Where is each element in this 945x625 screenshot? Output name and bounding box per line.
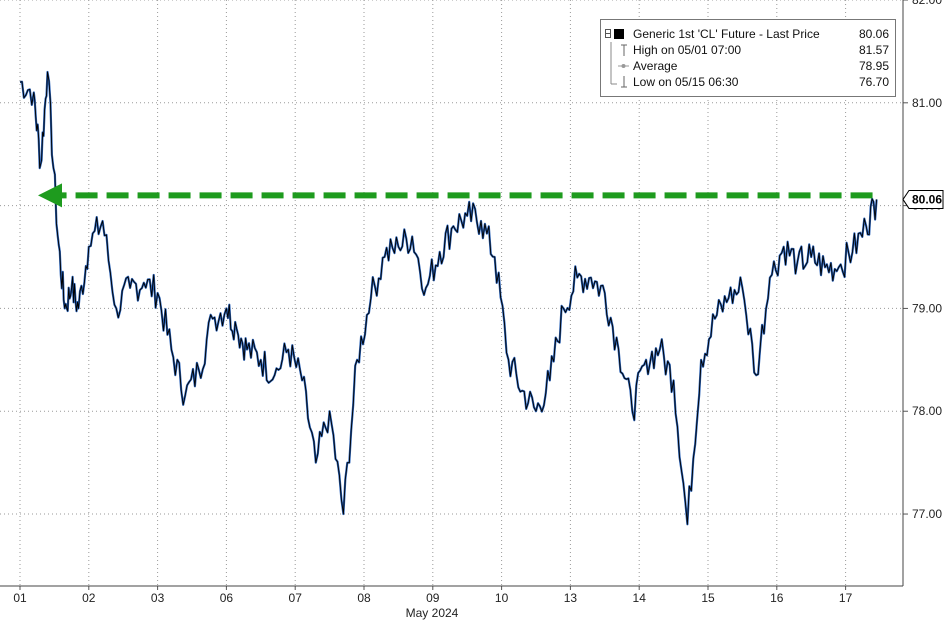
- y-tick-label: 81.00: [912, 96, 942, 110]
- y-tick-label: 82.00: [912, 0, 942, 7]
- series-swatch-icon: [605, 26, 629, 42]
- legend-row-average: Average 78.95: [601, 58, 895, 74]
- legend-average-value: 78.95: [858, 59, 889, 73]
- x-tick-label: 07: [289, 591, 303, 605]
- legend-low-label: Low on 05/15 06:30: [633, 75, 739, 89]
- x-tick-label: 01: [13, 591, 27, 605]
- x-tick-label: 15: [701, 591, 715, 605]
- legend-row-high: High on 05/01 07:00 81.57: [601, 42, 895, 58]
- current-price-label: 80.06: [912, 192, 942, 206]
- x-axis-title: May 2024: [406, 606, 459, 620]
- current-price-tag: [902, 189, 944, 209]
- legend-series-value: 80.06: [858, 27, 889, 41]
- x-tick-label: 08: [357, 591, 371, 605]
- x-tick-label: 17: [839, 591, 853, 605]
- x-tick-label: 13: [564, 591, 578, 605]
- x-tick-label: 09: [426, 591, 440, 605]
- legend: Generic 1st 'CL' Future - Last Price 80.…: [600, 19, 896, 97]
- x-tick-label: 14: [633, 591, 647, 605]
- x-tick-label: 03: [151, 591, 165, 605]
- legend-row-low: Low on 05/15 06:30 76.70: [601, 74, 895, 90]
- low-marker-icon: [605, 74, 629, 90]
- legend-high-label: High on 05/01 07:00: [633, 43, 742, 57]
- x-tick-label: 06: [220, 591, 234, 605]
- x-tick-label: 16: [770, 591, 784, 605]
- legend-high-value: 81.57: [858, 43, 889, 57]
- legend-row-series: Generic 1st 'CL' Future - Last Price 80.…: [601, 26, 895, 42]
- x-tick-label: 10: [495, 591, 509, 605]
- y-tick-label: 79.00: [912, 301, 942, 315]
- legend-low-value: 76.70: [858, 75, 889, 89]
- y-tick-label: 78.00: [912, 404, 942, 418]
- price-line: [19, 71, 878, 525]
- legend-series-label: Generic 1st 'CL' Future - Last Price: [633, 27, 820, 41]
- legend-average-label: Average: [633, 59, 678, 73]
- y-tick-label: 77.00: [912, 507, 942, 521]
- average-marker-icon: [605, 58, 629, 74]
- arrow-head: [38, 183, 62, 208]
- high-marker-icon: [605, 42, 629, 58]
- x-tick-label: 02: [82, 591, 96, 605]
